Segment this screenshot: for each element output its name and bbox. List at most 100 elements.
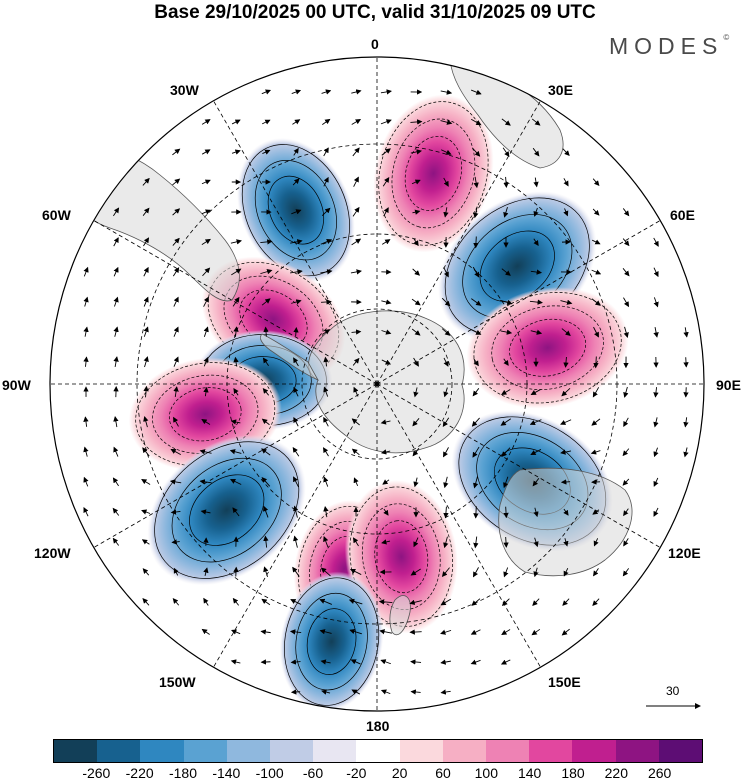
wind-vector-arrow <box>261 119 271 125</box>
wind-vector-arrow <box>443 177 449 187</box>
contour-line <box>491 305 604 390</box>
wind-vector-arrow <box>563 508 569 516</box>
wind-vector-arrow <box>352 206 360 217</box>
wind-vector-arrow <box>83 296 89 307</box>
wind-vector-arrow <box>290 239 303 245</box>
meridian-line <box>376 383 541 668</box>
wind-vector-arrow <box>201 628 210 635</box>
wind-vector-arrow <box>530 329 543 335</box>
wind-vector-arrow <box>443 476 449 489</box>
wind-vector-arrow <box>293 326 299 337</box>
antarctic-peninsula <box>260 333 319 381</box>
colorbar-swatch <box>442 740 487 762</box>
wind-vector-arrow <box>173 296 179 307</box>
colorbar-tick-label: -100 <box>255 765 284 781</box>
wind-vector-arrow <box>653 507 659 517</box>
wind-vector-arrow <box>290 269 303 275</box>
wind-vector-arrow <box>143 385 149 398</box>
wind-vector-arrow <box>143 237 150 247</box>
wind-vector-arrow <box>380 89 392 95</box>
wind-vector-arrow <box>530 389 541 396</box>
wind-vector-arrow <box>411 298 421 306</box>
wind-vector-arrow <box>380 119 392 125</box>
wind-vector-arrow <box>471 298 482 306</box>
wind-vector-arrow <box>503 567 509 578</box>
wind-vector-arrow <box>443 387 449 398</box>
wind-vector-arrow <box>323 505 329 518</box>
wind-vector-arrow <box>172 148 181 156</box>
wind-vector-arrow <box>380 419 391 425</box>
wind-vector-arrow <box>470 659 481 665</box>
wind-vector-arrow <box>323 536 329 548</box>
wind-vector-arrow <box>230 239 242 245</box>
wind-vector-arrow <box>291 89 302 95</box>
lon-label-60e: 60E <box>670 207 695 223</box>
wind-vector-arrow <box>351 689 361 695</box>
wind-vector-arrow <box>378 599 393 605</box>
wind-vector-arrow <box>503 358 509 366</box>
wind-vector-arrow <box>500 389 511 395</box>
lon-label-120e: 120E <box>668 545 701 561</box>
wind-vector-arrow <box>199 449 212 455</box>
wind-vector-arrow <box>623 538 629 547</box>
wind-vector-arrow <box>348 598 363 605</box>
colorbar-swatch <box>572 740 616 762</box>
wind-vector-arrow <box>623 386 629 398</box>
wind-vector-arrow <box>349 628 362 635</box>
wind-vector-arrow <box>653 447 659 458</box>
wind-vector-arrow <box>83 326 89 337</box>
wind-vector-arrow <box>413 477 419 488</box>
wind-vector-arrow <box>229 449 242 455</box>
wind-vector-arrow <box>293 505 299 518</box>
wind-vector-arrow <box>653 327 659 338</box>
wind-vector-arrow <box>591 298 601 306</box>
wind-vector-arrow <box>170 448 182 455</box>
lon-label-0: 0 <box>371 36 379 52</box>
wind-vector-arrow <box>319 598 333 605</box>
wind-vector-arrow <box>409 629 422 635</box>
wind-vector-arrow <box>171 539 180 545</box>
wind-vector-arrow <box>381 239 391 245</box>
wind-vector-arrow <box>232 507 240 517</box>
wind-vector-arrow <box>412 448 420 457</box>
wind-vector-arrow <box>560 299 573 305</box>
wind-vector-arrow <box>410 659 422 665</box>
wind-vector-arrow <box>473 567 479 578</box>
wind-vector-arrow <box>320 269 333 275</box>
colorbar-tick-label: 60 <box>435 765 451 781</box>
wind-vector-arrow <box>143 326 149 337</box>
wind-vector-arrow <box>409 599 422 605</box>
wind-vector-arrow <box>560 449 572 455</box>
wind-vector-arrow <box>529 299 543 305</box>
contour-line <box>306 608 357 675</box>
wind-vector-arrow <box>440 89 453 95</box>
wind-vector-arrow <box>141 539 150 545</box>
wind-vector-arrow <box>289 629 302 635</box>
wind-vector-arrow <box>321 299 332 305</box>
wind-vector-arrow <box>353 386 359 397</box>
colorbar-swatch <box>270 740 314 762</box>
wind-vector-arrow <box>291 209 302 215</box>
wind-vector-arrow <box>412 418 420 427</box>
positive-anomaly-center <box>373 94 494 253</box>
wind-vector-arrow <box>142 207 150 216</box>
wind-vector-arrow <box>533 537 539 548</box>
wind-vector-arrow <box>473 236 479 249</box>
contour-line <box>349 486 454 627</box>
contour-line <box>374 520 429 594</box>
wind-vector-arrow <box>530 269 543 275</box>
wind-vector-arrow <box>381 539 391 545</box>
wind-vector-arrow <box>383 207 389 217</box>
wind-vector-arrow <box>592 387 600 398</box>
meridian-line <box>376 100 541 385</box>
wind-vector-arrow <box>653 417 659 428</box>
wind-vector-arrow <box>380 449 391 455</box>
wind-vector-arrow <box>440 629 452 635</box>
colorbar-labels: -260 -220 -180 -140 -100 -60 -20 20 60 100 140 180 2… <box>0 765 750 783</box>
wind-vector-arrow <box>501 447 511 457</box>
wind-vector-arrow <box>472 388 480 397</box>
wind-vector-arrow <box>622 448 630 457</box>
contour-line <box>361 503 441 610</box>
wind-vector-arrow <box>383 508 389 516</box>
wind-vector-arrow <box>321 689 331 695</box>
